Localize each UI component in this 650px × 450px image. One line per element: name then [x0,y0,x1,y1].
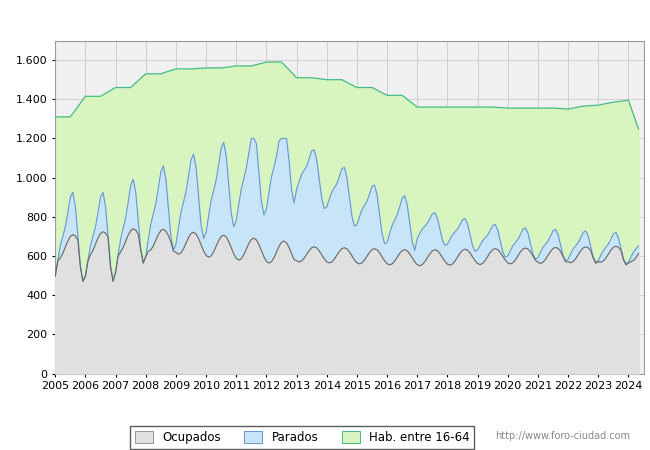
Text: Bellvís - Evolucion de la poblacion en edad de Trabajar Mayo de 2024: Bellvís - Evolucion de la poblacion en e… [40,11,610,27]
Text: http://www.foro-ciudad.com: http://www.foro-ciudad.com [495,431,630,441]
Legend: Ocupados, Parados, Hab. entre 16-64: Ocupados, Parados, Hab. entre 16-64 [130,426,474,449]
